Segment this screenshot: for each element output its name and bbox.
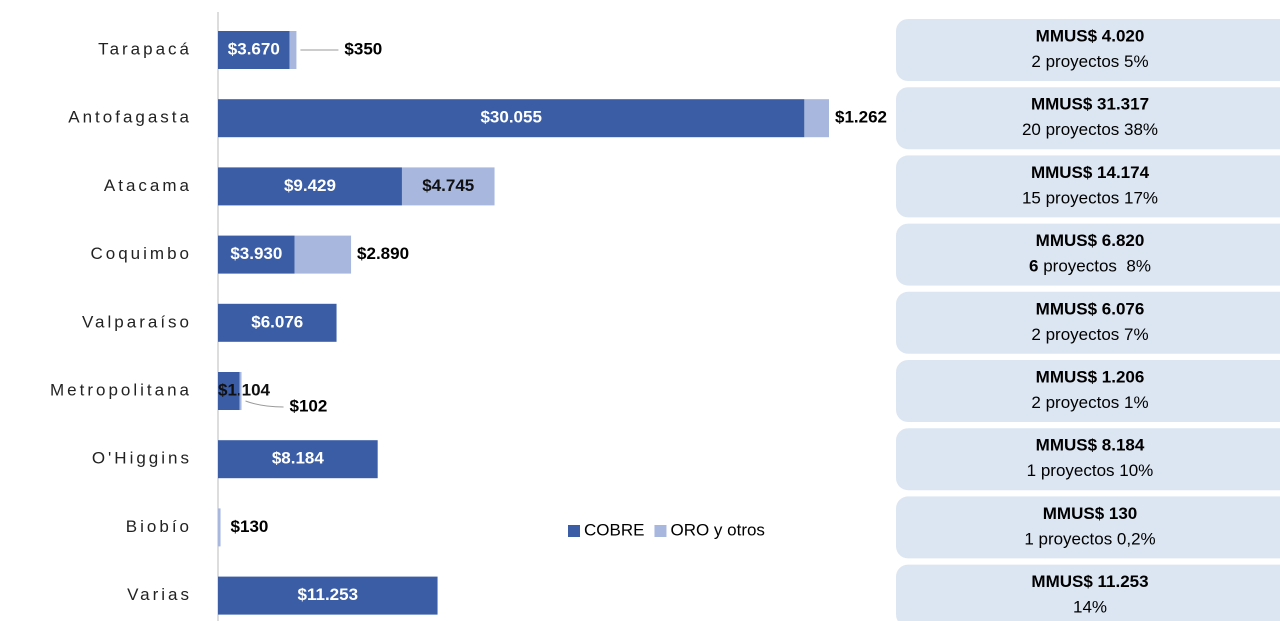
summary-detail: 14% xyxy=(1073,598,1107,617)
summary-text: 1 proyectos 10% xyxy=(1027,462,1154,481)
bar-segment xyxy=(218,440,378,479)
bar-segment xyxy=(294,235,352,274)
leader-line xyxy=(245,400,284,408)
summary-detail: 2 proyectos 5% xyxy=(1031,52,1148,71)
summary-title: MMUS$ 11.253 xyxy=(1031,572,1148,591)
bar-segment xyxy=(218,303,337,342)
category-label: Coquimbo xyxy=(91,244,193,263)
summary-title: MMUS$ 130 xyxy=(1043,504,1137,523)
summary-box: MMUS$ 31.317 20 proyectos 38% xyxy=(896,87,1280,150)
summary-box: MMUS$ 4.020 2 proyectos 5% xyxy=(896,19,1280,81)
category-label: Valparaíso xyxy=(82,312,192,331)
summary-bg xyxy=(896,19,1280,81)
bar-segment xyxy=(289,31,297,69)
summary-bg xyxy=(896,360,1280,422)
summary-text: 2 proyectos 5% xyxy=(1031,52,1148,71)
summary-text: 2 proyectos 1% xyxy=(1031,393,1148,412)
summary-detail: 1 proyectos 10% xyxy=(1027,462,1154,481)
value-label: $11.253 xyxy=(298,585,359,604)
summary-box: MMUS$ 11.253 14% xyxy=(896,564,1280,621)
summary-box: MMUS$ 14.174 15 proyectos 17% xyxy=(896,155,1280,218)
bar-segment xyxy=(218,508,221,547)
summary-bg xyxy=(896,428,1280,491)
summary-text: 1 proyectos 0,2% xyxy=(1024,530,1155,549)
bar-segment xyxy=(239,372,242,410)
bar-segment xyxy=(218,167,402,206)
summary-detail: 2 proyectos 7% xyxy=(1031,325,1148,344)
summary-title: MMUS$ 31.317 xyxy=(1031,95,1149,114)
summary-text: proyectos 8% xyxy=(1039,257,1151,276)
summary-detail: 6 proyectos 8% xyxy=(1029,257,1151,276)
category-label: Atacama xyxy=(104,176,192,195)
value-label: $30.055 xyxy=(480,108,541,127)
category-label: Biobío xyxy=(126,517,192,536)
summary-title: MMUS$ 14.174 xyxy=(1031,163,1150,182)
bar-segment xyxy=(804,99,829,138)
summary-text: 2 proyectos 7% xyxy=(1031,325,1148,344)
summary-box: MMUS$ 8.184 1 proyectos 10% xyxy=(896,428,1280,491)
legend-label: COBRE xyxy=(584,520,644,539)
category-label: Antofagasta xyxy=(68,108,192,127)
value-label: $102 xyxy=(290,396,328,415)
bar-segment xyxy=(218,576,438,615)
bar-segment xyxy=(218,372,240,410)
bar-segment xyxy=(218,31,290,69)
bar-segment xyxy=(218,99,805,138)
category-label: O'Higgins xyxy=(92,449,192,468)
summary-bg xyxy=(896,223,1280,286)
value-label: $9.429 xyxy=(284,176,336,195)
value-label: $3.670 xyxy=(228,39,280,58)
summary-text: 15 proyectos 17% xyxy=(1022,189,1158,208)
summary-box: MMUS$ 6.820 6 proyectos 8% xyxy=(896,223,1280,286)
summary-box: MMUS$ 1.206 2 proyectos 1% xyxy=(896,360,1280,422)
value-label: $350 xyxy=(344,39,382,58)
summary-title: MMUS$ 1.206 xyxy=(1036,367,1145,386)
summary-bg xyxy=(896,496,1280,559)
value-label: $3.930 xyxy=(230,244,282,263)
summary-bg xyxy=(896,155,1280,218)
legend-swatch xyxy=(654,525,667,537)
summary-detail: 20 proyectos 38% xyxy=(1022,121,1158,140)
category-label: Varias xyxy=(127,585,192,604)
value-label: $130 xyxy=(231,517,269,536)
summary-detail: 2 proyectos 1% xyxy=(1031,393,1148,412)
value-label: $2.890 xyxy=(357,244,409,263)
value-label: $4.745 xyxy=(422,176,474,195)
summary-title: MMUS$ 6.076 xyxy=(1036,299,1145,318)
bar-segment xyxy=(401,167,495,206)
summary-title: MMUS$ 4.020 xyxy=(1036,26,1145,45)
value-label: $6.076 xyxy=(251,312,303,331)
bar-segment xyxy=(218,235,295,274)
summary-bg xyxy=(896,564,1280,621)
summary-detail: 15 proyectos 17% xyxy=(1022,189,1158,208)
summary-bg xyxy=(896,87,1280,150)
summary-title: MMUS$ 8.184 xyxy=(1036,436,1145,455)
summary-detail: 1 proyectos 0,2% xyxy=(1024,530,1155,549)
value-label: $1.262 xyxy=(835,108,887,127)
category-label: Metropolitana xyxy=(50,380,192,399)
summary-count: 6 xyxy=(1029,257,1038,276)
legend-label: ORO y otros xyxy=(670,520,764,539)
summary-box: MMUS$ 130 1 proyectos 0,2% xyxy=(896,496,1280,559)
summary-bg xyxy=(896,291,1280,354)
value-label: $1.104 xyxy=(218,380,271,399)
summary-text: 14% xyxy=(1073,598,1107,617)
summary-box: MMUS$ 6.076 2 proyectos 7% xyxy=(896,291,1280,354)
value-label: $8.184 xyxy=(272,449,325,468)
category-label: Tarapacá xyxy=(98,39,192,58)
summary-title: MMUS$ 6.820 xyxy=(1036,231,1145,250)
summary-text: 20 proyectos 38% xyxy=(1022,121,1158,140)
legend-swatch xyxy=(568,525,580,537)
